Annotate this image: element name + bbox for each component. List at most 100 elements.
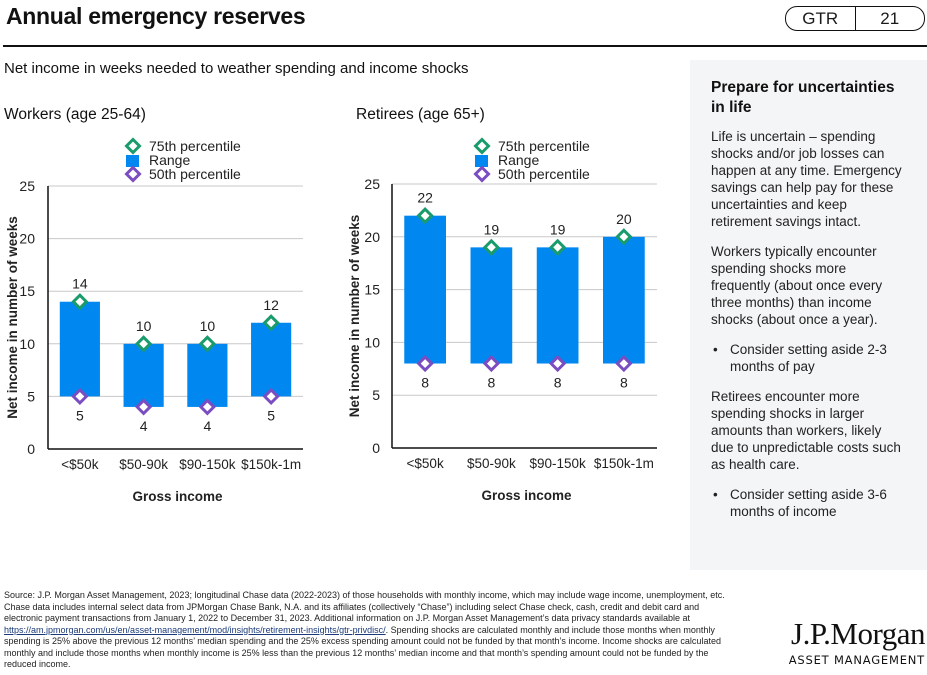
range-bar [536, 247, 579, 364]
p75-marker [135, 335, 153, 353]
x-tick-label: $50-90k [119, 457, 168, 472]
p50-marker [416, 354, 434, 373]
legend-label: 75th percentile [149, 138, 241, 154]
p75-marker [482, 238, 500, 256]
source-footnote: Source: J.P. Morgan Asset Management, 20… [4, 590, 739, 671]
sidebar-paragraph-retirees: Retirees encounter more spending shocks … [711, 389, 901, 472]
bullet-text: Consider setting aside 3-6 months of inc… [730, 487, 887, 519]
p75-data-label: 14 [72, 276, 88, 292]
x-tick-label: $50-90k [467, 456, 516, 471]
x-tick-label: $90-150k [529, 456, 586, 471]
p75-marker [198, 335, 216, 353]
sidebar-bullet-retirees: • Consider setting aside 3-6 months of i… [711, 486, 907, 520]
p50-marker [482, 354, 500, 373]
legend-p50-icon [473, 165, 491, 183]
sidebar-paragraph-workers: Workers typically encounter spending sho… [711, 244, 883, 327]
sidebar-panel: Prepare for uncertainties in life Life i… [690, 60, 927, 570]
range-bar [470, 247, 513, 364]
badge-label: GTR [786, 7, 856, 30]
bullet-icon: • [713, 487, 718, 502]
p50-marker [198, 398, 216, 416]
x-tick-label: <$50k [407, 456, 444, 471]
legend-p75-icon [473, 137, 491, 155]
legend-label: Range [149, 152, 190, 168]
range-bar [404, 215, 446, 364]
jpmorgan-logo: J.P.Morgan ASSET MANAGEMENT [775, 616, 926, 668]
p75-marker [549, 238, 567, 256]
p50-data-label: 5 [76, 407, 84, 423]
p75-marker [262, 314, 280, 332]
x-axis-title: Gross income [132, 489, 223, 504]
footnote-text-after: . Spending shocks are calculated monthly… [4, 624, 721, 670]
legend-label: 50th percentile [149, 166, 241, 182]
p50-marker [615, 354, 633, 373]
p50-marker [71, 387, 89, 406]
p50-marker [135, 398, 153, 416]
p50-marker [262, 387, 280, 406]
p50-data-label: 8 [421, 375, 429, 391]
y-axis-title: Net income in number of weeks [347, 215, 362, 418]
y-tick-label: 15 [19, 283, 35, 299]
range-bar [123, 343, 164, 407]
workers-chart-title: Workers (age 25-64) [4, 106, 146, 123]
logo-brand: J.P.Morgan [791, 616, 925, 651]
y-tick-label: 25 [19, 178, 35, 194]
y-axis-title: Net income in number of weeks [5, 216, 20, 419]
bullet-text: Consider setting aside 2-3 months of pay [730, 342, 887, 374]
x-tick-label: $150k-1m [594, 456, 654, 471]
p75-data-label: 20 [616, 211, 632, 227]
workers-chart: 0 5 10 15 20 25 Net income in number of weeks G… [0, 100, 335, 520]
p75-marker [416, 207, 434, 225]
page-title: Annual emergency reserves [6, 3, 306, 29]
y-tick-label: 0 [27, 441, 35, 457]
range-bar [603, 236, 645, 364]
p75-data-label: 19 [484, 221, 500, 237]
p75-marker [615, 228, 633, 246]
range-bar [59, 301, 100, 397]
workers-chart-svg: 0 5 10 15 20 25 Net income in number of weeks G… [5, 137, 303, 504]
p75-data-label: 19 [550, 221, 566, 237]
x-tick-label: $90-150k [179, 457, 236, 472]
legend-range-icon [126, 155, 139, 167]
logo-subtitle: ASSET MANAGEMENT [788, 653, 925, 667]
legend-label: Range [498, 152, 539, 168]
p50-data-label: 4 [140, 418, 148, 434]
bullet-icon: • [713, 342, 718, 357]
y-tick-label: 20 [19, 231, 35, 247]
p50-data-label: 8 [554, 375, 562, 391]
p50-data-label: 5 [267, 407, 275, 423]
legend-range-icon [475, 155, 488, 167]
p75-data-label: 10 [136, 318, 152, 334]
y-tick-label: 20 [364, 229, 380, 245]
p50-data-label: 8 [487, 375, 495, 391]
p50-data-label: 4 [203, 418, 211, 434]
legend-p50-icon [124, 165, 142, 183]
sidebar-heading: Prepare for uncertainties in life [711, 79, 895, 116]
header-divider [3, 45, 927, 47]
p75-data-label: 12 [263, 297, 279, 313]
y-tick-label: 25 [364, 176, 380, 192]
y-tick-label: 15 [364, 282, 380, 298]
y-tick-label: 0 [372, 440, 380, 456]
sidebar-paragraph-intro: Life is uncertain – spending shocks and/… [711, 129, 902, 229]
y-tick-label: 5 [27, 388, 35, 404]
legend-label: 75th percentile [498, 138, 590, 154]
retirees-chart-title: Retirees (age 65+) [356, 106, 485, 123]
badge-page-number: 21 [880, 8, 900, 28]
range-bar [187, 343, 228, 407]
x-tick-label: $150k-1m [241, 457, 301, 472]
p50-marker [549, 354, 567, 373]
footnote-text-before: Source: J.P. Morgan Asset Management, 20… [4, 590, 725, 623]
chart-subtitle: Net income in weeks needed to weather sp… [4, 60, 469, 77]
gtr-page-badge: GTR 21 [785, 6, 925, 31]
retirees-chart-svg: 0 5 10 15 20 25 Net income in number of weeks G… [347, 137, 657, 503]
x-tick-label: <$50k [61, 457, 98, 472]
range-bar [251, 322, 292, 397]
p75-data-label: 22 [417, 190, 433, 206]
p50-data-label: 8 [620, 375, 628, 391]
p75-marker [71, 293, 89, 311]
p75-data-label: 10 [200, 318, 216, 334]
privacy-policy-link[interactable]: https://am.jpmorgan.com/us/en/asset-mana… [4, 624, 386, 635]
y-tick-label: 5 [372, 387, 380, 403]
